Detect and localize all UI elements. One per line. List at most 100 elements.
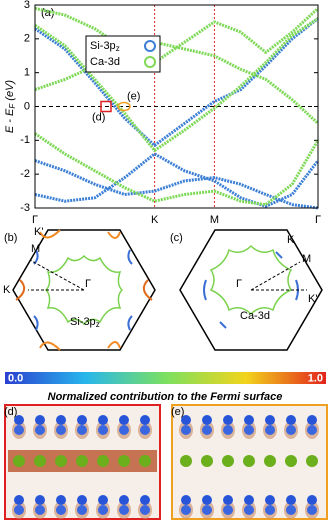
si-atom [140, 415, 150, 425]
annotation: (d) [92, 111, 105, 123]
si-atom [286, 495, 296, 505]
ca-atom [13, 455, 25, 467]
ca-atom [306, 455, 318, 467]
legend-name-sub: z [116, 44, 120, 53]
y-axis-label-part: (eV) [4, 80, 16, 104]
ca-atom [264, 455, 276, 467]
si-atom [286, 415, 296, 425]
legend-label: Ca-3d [90, 56, 120, 68]
si-atom [223, 425, 233, 435]
highlight-box [117, 101, 131, 112]
brillouin-zone [179, 229, 323, 351]
si-atom [119, 495, 129, 505]
si-atom [307, 415, 317, 425]
si-atom [181, 495, 191, 505]
si-atom [223, 495, 233, 505]
si-atom [223, 415, 233, 425]
si-atom [140, 425, 150, 435]
colorbar [5, 372, 326, 384]
y-tick-label: -1 [20, 134, 30, 146]
si-atom [140, 495, 150, 505]
si-atom [307, 505, 317, 515]
si-atom [181, 505, 191, 515]
x-tick-label: Γ [32, 214, 38, 226]
si-atom [56, 425, 66, 435]
y-tick-label: -3 [20, 202, 30, 214]
si-atom [286, 505, 296, 515]
k-point: M [302, 253, 311, 265]
si-atom [265, 415, 275, 425]
path-line [250, 261, 301, 291]
si-atom [56, 415, 66, 425]
ca-atom [139, 455, 151, 467]
x-tick-label: Γ [315, 214, 321, 226]
si-atom [265, 425, 275, 435]
path-line [29, 259, 85, 291]
orbital-label: Si-3pz [70, 316, 100, 329]
orbital-label: Ca-3d [240, 310, 270, 322]
si-atom [181, 415, 191, 425]
ca-atom [201, 455, 213, 467]
ca-atom [243, 455, 255, 467]
ca-atom [118, 455, 130, 467]
structure-e: (e) [171, 404, 328, 520]
y-tick-label: 2 [24, 33, 30, 45]
y-axis-label: E - EF (eV) [4, 80, 17, 134]
ca-atom [222, 455, 234, 467]
panel-label: (e) [171, 406, 184, 418]
si-atom [244, 495, 254, 505]
ca-atom [97, 455, 109, 467]
ca-atom [55, 455, 67, 467]
legend-marker [144, 56, 156, 68]
si-atom [202, 425, 212, 435]
si-atom [202, 505, 212, 515]
si-atom [14, 415, 24, 425]
si-atom [119, 505, 129, 515]
si-atom [35, 425, 45, 435]
si-atom [14, 495, 24, 505]
si-atom [286, 425, 296, 435]
band [34, 132, 320, 207]
structure-d: (d) [4, 404, 161, 520]
si-atom [244, 505, 254, 515]
band [34, 17, 319, 152]
si-atom [265, 505, 275, 515]
band [34, 159, 319, 210]
k-point: Γ [236, 278, 242, 290]
colorbar-min: 0.0 [8, 372, 23, 384]
si-atom [307, 425, 317, 435]
colorbar-caption: Normalized contribution to the Fermi sur… [48, 391, 283, 403]
y-tick-label: 3 [24, 0, 30, 11]
highlight-box [100, 100, 112, 113]
k-point: K [287, 234, 295, 246]
si-atom [35, 495, 45, 505]
ca-atom [180, 455, 192, 467]
fermi-contour [44, 254, 124, 326]
si-atom [56, 505, 66, 515]
si-atom [119, 425, 129, 435]
annotation: (e) [127, 90, 140, 102]
si-atom [77, 425, 87, 435]
si-atom [77, 415, 87, 425]
band [34, 17, 319, 147]
brillouin-zone [12, 229, 156, 351]
si-atom [98, 495, 108, 505]
ca-atom [34, 455, 46, 467]
panel-label: (d) [4, 406, 17, 418]
fermi-contour [209, 244, 293, 316]
fermi-arcs [15, 229, 153, 351]
band [34, 6, 320, 64]
band [34, 40, 320, 125]
si-atom [56, 495, 66, 505]
si-atom [14, 425, 24, 435]
si-atom [35, 505, 45, 515]
legend-name: Ca-3d [90, 56, 120, 68]
k-point: K' [308, 293, 317, 305]
fermi-panel-c: (c) K M K' Γ Ca-3d [170, 229, 323, 351]
si-atom [244, 415, 254, 425]
si-atom [35, 415, 45, 425]
si-atom [77, 505, 87, 515]
y-tick-label: -2 [20, 168, 30, 180]
legend-label: Si-3pz [90, 40, 120, 53]
